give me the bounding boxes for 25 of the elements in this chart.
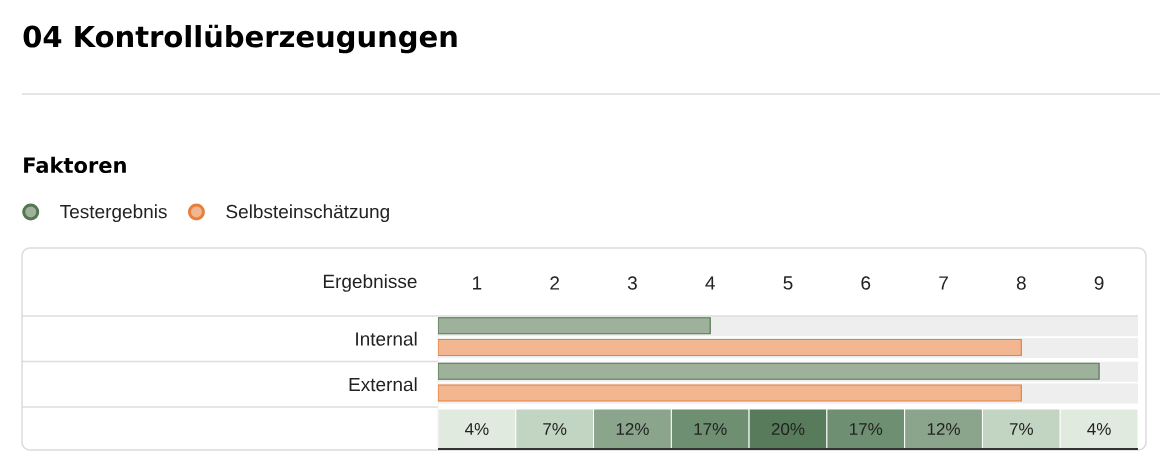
x-tick-label: 5 bbox=[783, 276, 793, 290]
legend-label: Selbsteinschätzung bbox=[226, 204, 389, 223]
y-tick-label: Internal bbox=[356, 331, 417, 346]
y-tick-label: External bbox=[349, 377, 417, 392]
band-label: 12% bbox=[927, 423, 960, 435]
x-tick-label: 4 bbox=[705, 276, 715, 290]
band-label: 4% bbox=[465, 423, 489, 435]
text: Faktoren bbox=[24, 156, 126, 174]
x-tick-label: 1 bbox=[473, 276, 482, 290]
chart-title: 04 Kontrollüberzeugungen bbox=[23, 24, 457, 54]
x-tick-label: 3 bbox=[627, 276, 637, 290]
x-tick-label: 6 bbox=[861, 276, 871, 290]
x-tick-label: 9 bbox=[1094, 276, 1104, 290]
x-tick-label: 8 bbox=[1016, 276, 1026, 290]
x-tick-label: 2 bbox=[550, 276, 559, 290]
band-label: 4% bbox=[1087, 423, 1111, 435]
x-tick-label: 7 bbox=[939, 276, 948, 290]
x-axis-title: Ergebnisse bbox=[323, 274, 417, 292]
band-label: 17% bbox=[694, 423, 727, 435]
band-label: 17% bbox=[850, 423, 883, 435]
band-label: 7% bbox=[543, 423, 567, 435]
band-label: 12% bbox=[616, 423, 649, 435]
legend-label: Testergebnis bbox=[60, 204, 167, 223]
band-label: 7% bbox=[1009, 423, 1033, 435]
band-label: 20% bbox=[771, 422, 805, 436]
